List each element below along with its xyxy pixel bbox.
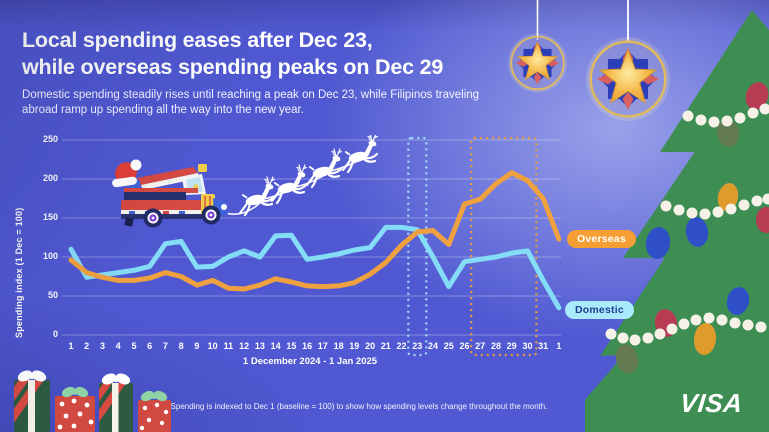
- x-tick-label: 18: [333, 341, 344, 351]
- y-tick-label: 150: [42, 212, 58, 222]
- page-title: Local spending eases after Dec 23, while…: [22, 27, 443, 79]
- x-tick-label: 27: [475, 341, 486, 351]
- x-tick-label: 16: [302, 341, 313, 351]
- subtitle: Domestic spending steadily rises until r…: [22, 88, 480, 117]
- x-tick-label: 25: [443, 341, 454, 351]
- reindeer-icon: [341, 135, 379, 174]
- x-tick-label: 8: [178, 341, 184, 351]
- x-axis-label: 1 December 2024 - 1 Jan 2025: [242, 356, 378, 367]
- x-tick-label: 7: [162, 341, 168, 351]
- legend-domestic: Domestic: [565, 301, 634, 319]
- santa-jeepney-reindeer-icon: [112, 135, 379, 228]
- x-tick-label: 24: [427, 341, 438, 351]
- reindeer-icon: [270, 163, 308, 205]
- parol-star-ornaments: [507, 0, 672, 123]
- x-tick-label: 5: [131, 341, 137, 351]
- x-tick-label: 26: [459, 341, 470, 351]
- christmas-tree-icon: [585, 10, 769, 432]
- gift-boxes-icon: [14, 368, 171, 432]
- y-tick-label: 0: [52, 329, 58, 339]
- highlight-box: [470, 136, 538, 357]
- x-tick-label: 1: [68, 341, 74, 351]
- reindeer-icon: [238, 175, 276, 217]
- garland-icon: [605, 103, 769, 346]
- jeepney-icon: [112, 159, 228, 228]
- gift-box-icon: [55, 384, 95, 432]
- y-tick-label: 250: [42, 134, 58, 144]
- x-tick-label: 22: [396, 341, 407, 351]
- x-tick-label: 2: [84, 341, 90, 351]
- y-tick-label: 200: [42, 173, 58, 183]
- y-tick-label: 50: [47, 290, 58, 300]
- x-tick-label: 6: [147, 341, 153, 351]
- wheel-icon: [143, 205, 221, 228]
- series-line-domestic: [68, 224, 562, 311]
- x-tick-label: 21: [380, 341, 391, 351]
- x-tick-label: 15: [286, 341, 297, 351]
- x-tick-label: 20: [365, 341, 376, 351]
- y-axis-ticks: 0 50 100 150 200 250: [30, 0, 58, 432]
- x-tick-label: 3: [99, 341, 105, 351]
- x-tick-label: 28: [490, 341, 501, 351]
- title-line-2: while overseas spending peaks on Dec 29: [22, 54, 444, 79]
- footnote: Spending is indexed to Dec 1 (baseline =…: [170, 402, 548, 411]
- gift-box-icon: [99, 371, 133, 432]
- x-tick-label: 1: [556, 341, 562, 351]
- series-line-overseas: [68, 170, 562, 292]
- x-tick-label: 4: [115, 341, 121, 351]
- x-tick-label: 17: [317, 341, 328, 351]
- x-tick-label: 14: [270, 341, 281, 351]
- y-tick-label: 100: [42, 251, 58, 261]
- x-tick-label: 13: [254, 341, 265, 351]
- title-line-1: Local spending eases after Dec 23,: [22, 28, 373, 53]
- gift-box-icon: [138, 388, 171, 432]
- y-axis-label: Spending index (1 Dec = 100): [14, 207, 24, 338]
- x-tick-label: 9: [194, 341, 200, 351]
- x-tick-label: 31: [538, 341, 549, 351]
- santa-hat-icon: [112, 159, 142, 188]
- x-tick-label: 19: [349, 341, 360, 351]
- x-tick-label: 12: [239, 341, 250, 351]
- x-tick-label: 11: [223, 341, 234, 351]
- x-tick-label: 30: [522, 341, 533, 351]
- highlight-box: [407, 136, 428, 357]
- gift-box-icon: [14, 368, 50, 432]
- x-tick-label: 23: [412, 341, 423, 351]
- legend-overseas: Overseas: [567, 230, 636, 248]
- visa-logo: VISA: [678, 388, 745, 418]
- x-tick-label: 29: [506, 341, 517, 351]
- x-tick-label: 10: [207, 341, 218, 351]
